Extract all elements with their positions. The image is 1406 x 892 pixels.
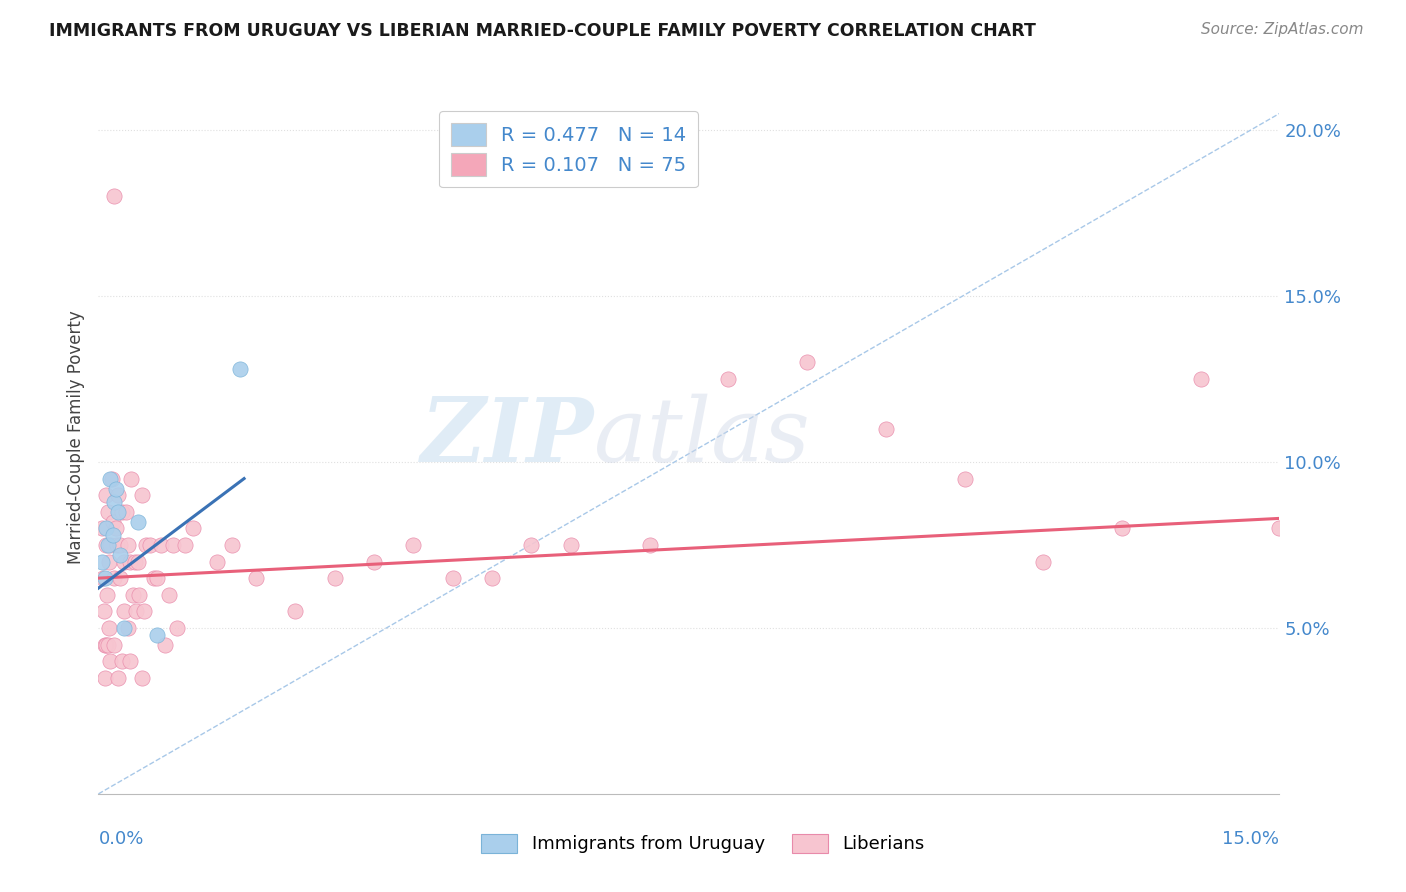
Point [155,638,177,652]
Point [107,488,129,502]
Point [107,505,129,519]
Point [638,538,661,552]
Point [117,621,139,635]
Point [96,521,118,535]
Point [111,654,134,668]
Point [110,548,132,562]
Point [1111,521,1133,535]
Point [132,604,155,618]
Point [98,654,121,668]
Point [138,538,160,552]
Point [323,571,346,585]
Point [93,604,115,618]
Point [101,515,124,529]
Text: 15.0%: 15.0% [1222,830,1279,847]
Point [94,538,117,552]
Point [97,505,120,519]
Point [107,671,129,685]
Point [112,604,135,618]
Point [111,505,134,519]
Point [108,538,131,552]
Text: Source: ZipAtlas.com: Source: ZipAtlas.com [1201,22,1364,37]
Point [91,521,114,535]
Point [103,571,125,585]
Point [560,538,582,552]
Point [91,555,114,569]
Point [166,621,188,635]
Point [98,538,121,552]
Point [131,671,153,685]
Point [441,571,464,585]
Point [124,555,146,569]
Point [115,505,138,519]
Point [875,422,897,436]
Point [142,571,165,585]
Point [98,472,121,486]
Point [122,588,145,602]
Point [157,588,180,602]
Point [481,571,503,585]
Point [93,571,115,585]
Point [127,515,149,529]
Point [103,189,125,203]
Point [953,472,976,486]
Point [104,482,127,496]
Point [103,638,125,652]
Point [101,528,124,542]
Point [284,604,307,618]
Point [98,621,121,635]
Point [97,638,120,652]
Point [97,538,120,552]
Point [105,538,128,552]
Point [135,538,157,552]
Point [127,555,149,569]
Point [118,555,141,569]
Point [96,638,118,652]
Text: IMMIGRANTS FROM URUGUAY VS LIBERIAN MARRIED-COUPLE FAMILY POVERTY CORRELATION CH: IMMIGRANTS FROM URUGUAY VS LIBERIAN MARR… [49,22,1036,40]
Point [146,571,169,585]
Point [205,555,228,569]
Point [402,538,425,552]
Point [112,555,135,569]
Point [103,495,125,509]
Point [181,521,204,535]
Y-axis label: Married-Couple Family Poverty: Married-Couple Family Poverty [66,310,84,564]
Point [796,355,818,369]
Point [128,588,150,602]
Point [363,555,385,569]
Text: 0.0%: 0.0% [98,830,143,847]
Point [221,538,243,552]
Point [96,488,118,502]
Point [117,538,139,552]
Point [110,571,132,585]
Point [1268,521,1291,535]
Point [162,538,184,552]
Point [150,538,173,552]
Point [520,538,543,552]
Text: ZIP: ZIP [420,394,595,480]
Point [229,362,252,376]
Point [121,472,143,486]
Point [104,521,127,535]
Point [245,571,267,585]
Legend: R = 0.477   N = 14, R = 0.107   N = 75: R = 0.477 N = 14, R = 0.107 N = 75 [439,112,697,187]
Point [93,671,115,685]
Text: atlas: atlas [595,393,810,481]
Point [96,588,118,602]
Point [97,555,120,569]
Point [1189,372,1212,386]
Point [118,654,141,668]
Point [131,488,153,502]
Point [1032,555,1054,569]
Point [174,538,197,552]
Point [101,472,124,486]
Legend: Immigrants from Uruguay, Liberians: Immigrants from Uruguay, Liberians [474,827,932,861]
Point [717,372,740,386]
Point [146,627,169,641]
Point [91,571,114,585]
Point [125,604,148,618]
Point [112,621,135,635]
Point [93,638,115,652]
